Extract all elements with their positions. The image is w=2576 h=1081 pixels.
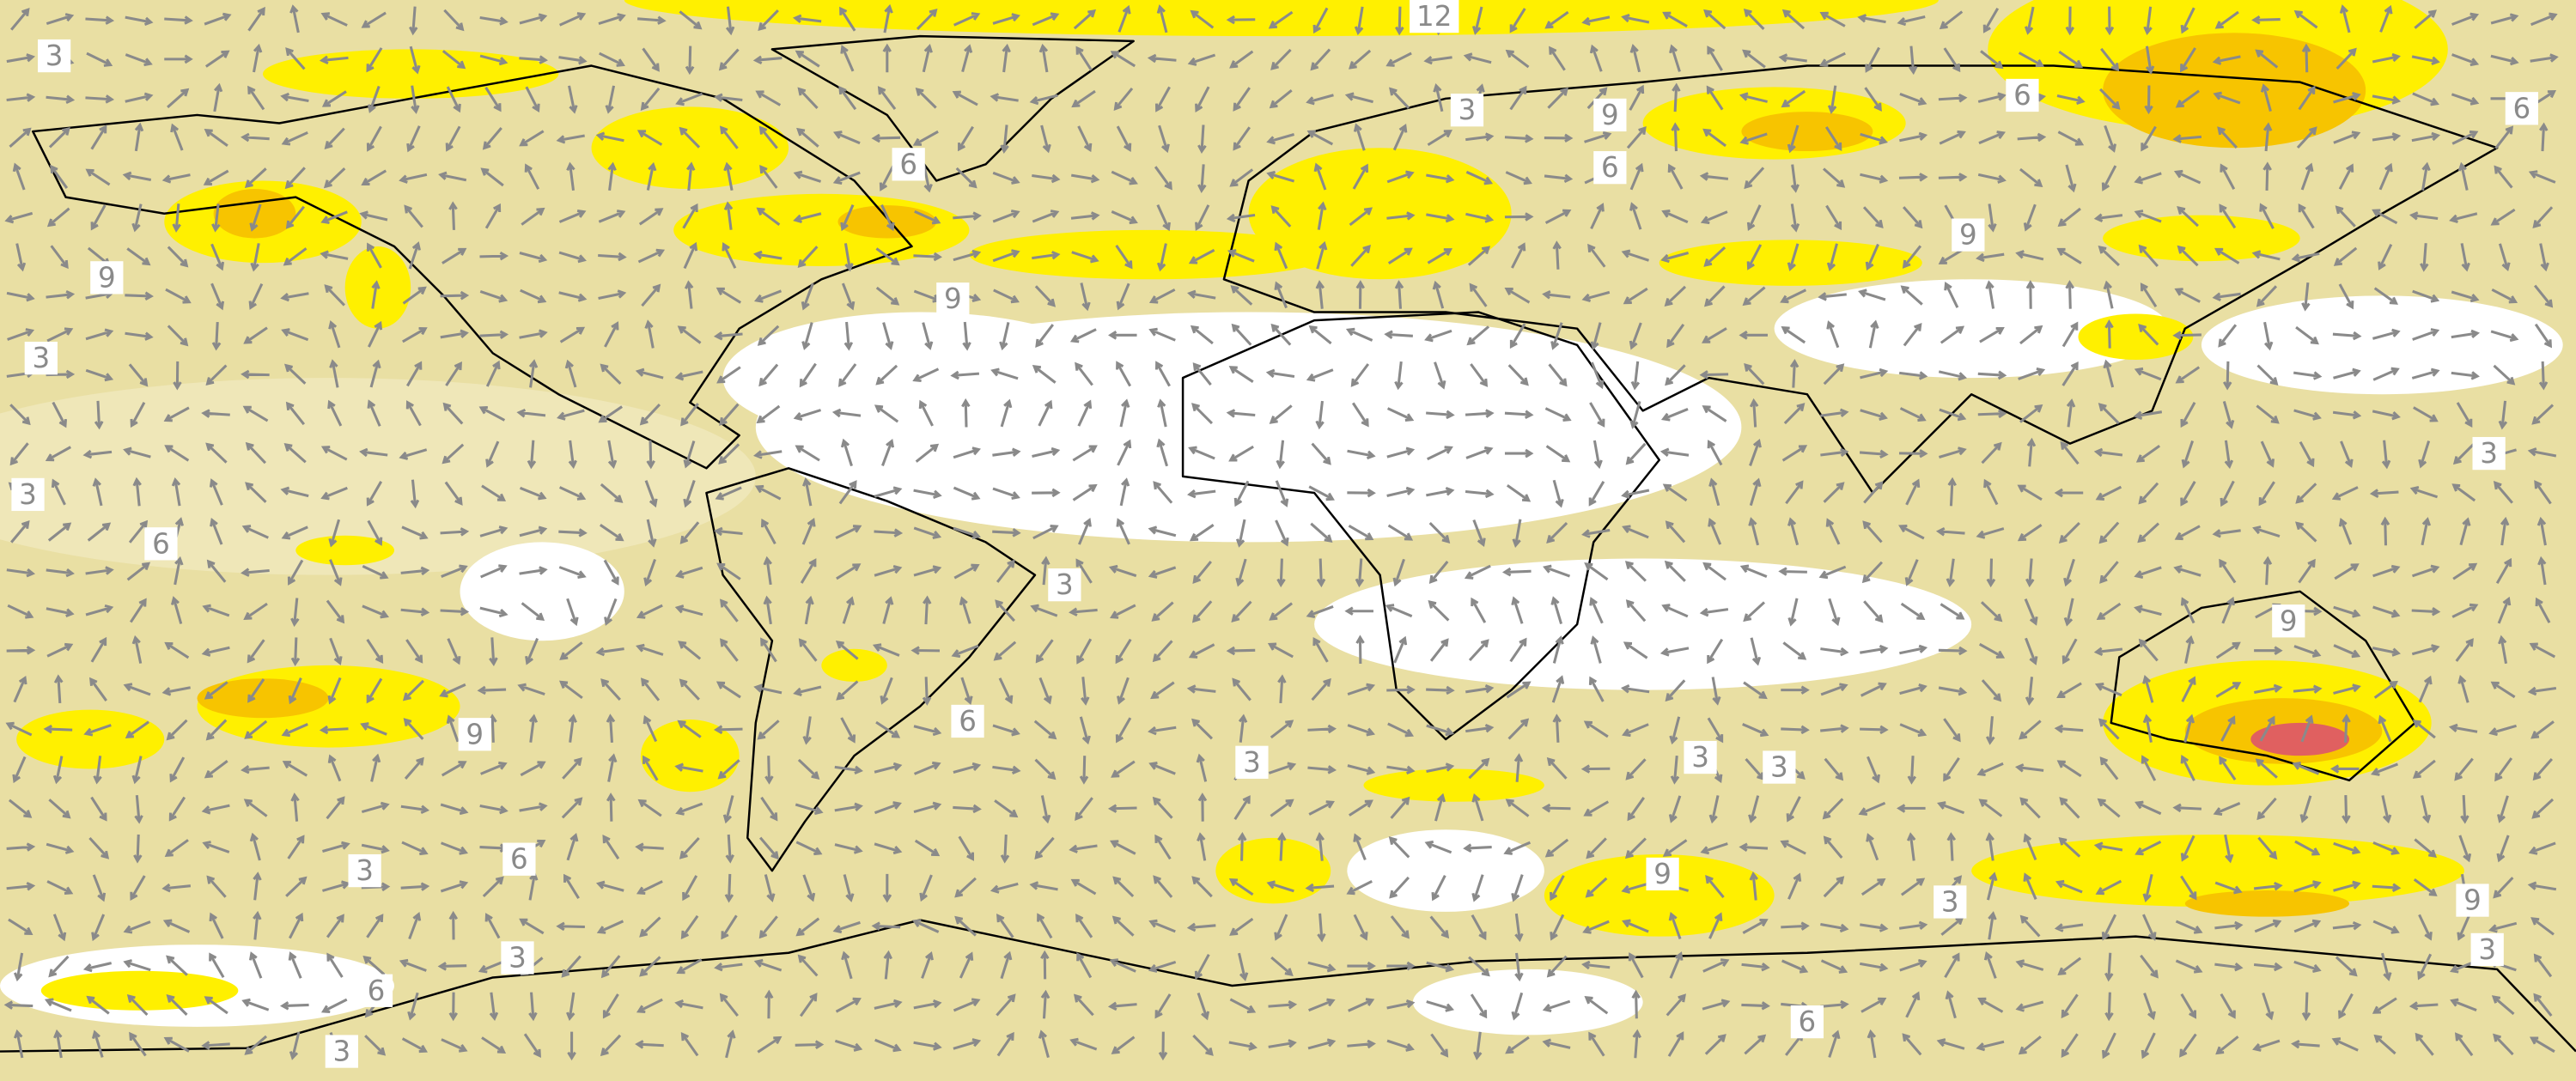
- africa: [1181, 311, 1660, 741]
- antarctica: [0, 919, 2576, 1053]
- field-contour: [624, 0, 1939, 37]
- label-box: [1235, 745, 1269, 779]
- label-box: [1593, 151, 1627, 185]
- eurasia: [1222, 64, 2499, 495]
- contour-label: 3: [1941, 885, 1959, 918]
- field-contour: [16, 709, 165, 769]
- field-contour: [2250, 722, 2350, 756]
- label-box: [892, 148, 925, 181]
- contour-label: 6: [368, 975, 386, 1007]
- label-box: [144, 527, 178, 561]
- field-contour: [1741, 112, 1873, 152]
- label-box: [1952, 218, 1985, 252]
- contour-label: 9: [98, 261, 116, 294]
- contour-label: 6: [152, 527, 170, 560]
- contour-label: 3: [332, 1035, 350, 1068]
- field-contour: [1412, 969, 1643, 1035]
- label-box: [37, 39, 71, 73]
- label-box: [325, 1035, 358, 1068]
- australia: [2110, 590, 2416, 782]
- field-contour: [591, 106, 789, 190]
- contour-label: 3: [1770, 751, 1788, 784]
- contour-label: 3: [1243, 746, 1261, 779]
- contour-label: 3: [1056, 568, 1074, 601]
- contour-label: 3: [2478, 933, 2496, 966]
- contour-label: 3: [19, 478, 37, 511]
- contour-label: 6: [1799, 1005, 1817, 1038]
- field-contour: [263, 49, 559, 99]
- label-box: [348, 853, 381, 888]
- label-box: [1410, 0, 1459, 33]
- contour-label: 6: [2013, 79, 2031, 112]
- label-box: [2006, 78, 2039, 112]
- field-contour: [197, 678, 329, 719]
- contour-label: 6: [2513, 92, 2531, 124]
- contour-label: 3: [32, 342, 50, 374]
- label-box: [2456, 884, 2489, 917]
- contour-label: 3: [509, 941, 527, 974]
- field-contour: [640, 720, 740, 793]
- label-box: [90, 261, 124, 295]
- label-box: [1450, 94, 1484, 127]
- label-box: [1048, 568, 1081, 602]
- label-box: [2470, 932, 2504, 967]
- field-contour: [2184, 890, 2350, 917]
- label-box: [1763, 750, 1796, 784]
- contour-label: 9: [1653, 858, 1672, 890]
- north-america: [32, 64, 913, 470]
- coastlines: [0, 34, 2576, 1053]
- contour-label: 6: [899, 148, 917, 180]
- contour-label: 6: [510, 843, 528, 876]
- label-box: [24, 341, 58, 375]
- contour-label: 9: [1959, 219, 1977, 252]
- label-box: [2505, 92, 2539, 125]
- field-contour: [40, 970, 239, 1011]
- field-contour: [460, 542, 624, 641]
- contour-label: 12: [1416, 0, 1452, 33]
- label-box: [1684, 740, 1717, 774]
- field-contour: [2103, 215, 2300, 262]
- field-contour: [1314, 558, 1972, 690]
- contour-label: 9: [944, 282, 962, 315]
- field-contour: [213, 189, 296, 239]
- contour-label: 3: [356, 854, 374, 887]
- label-box: [458, 718, 491, 751]
- label-box: [11, 477, 45, 512]
- contour-label: 3: [46, 39, 64, 72]
- contour-label: 6: [959, 705, 977, 738]
- field-contour: [821, 648, 887, 683]
- contour-label: 6: [1601, 151, 1619, 184]
- label-box: [1593, 98, 1627, 132]
- field-contour: [1363, 768, 1544, 802]
- contour-label: 9: [466, 718, 484, 750]
- label-box: [1790, 1005, 1824, 1039]
- field-contour: [2201, 295, 2563, 395]
- label-box: [1934, 885, 1967, 919]
- field-contour: [295, 535, 395, 566]
- label-box: [359, 974, 393, 1007]
- field-contour: [2103, 33, 2366, 149]
- label-box: [502, 842, 536, 876]
- label-box: [2472, 436, 2506, 471]
- label-box: [951, 704, 984, 738]
- contour-label: 3: [1691, 741, 1709, 774]
- contour-label: 9: [1601, 99, 1619, 131]
- field-contour: [1248, 148, 1512, 280]
- contour-label: 9: [2463, 884, 2482, 917]
- field-contour: [969, 229, 1331, 280]
- label-box: [1646, 857, 1679, 891]
- field-contour: [0, 378, 756, 575]
- greenland: [770, 34, 1135, 182]
- south-america: [705, 467, 1037, 872]
- label-box: [936, 282, 970, 316]
- label-box: [501, 941, 534, 975]
- contour-label: 9: [2280, 604, 2298, 637]
- contour-label: 3: [2480, 437, 2498, 470]
- contour-label: 3: [1459, 94, 1477, 126]
- field-contour: [1215, 837, 1331, 904]
- field-contour: [837, 205, 937, 239]
- label-box: [2272, 604, 2305, 638]
